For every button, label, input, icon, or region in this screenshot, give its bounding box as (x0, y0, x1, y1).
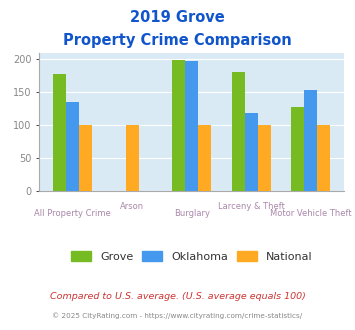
Bar (53, 74, 66, 191)
Bar (291, 107, 304, 191)
Text: Arson: Arson (120, 202, 144, 211)
Bar (317, 125, 331, 191)
Text: All Property Crime: All Property Crime (34, 209, 111, 217)
Bar (79, 125, 92, 191)
Text: Property Crime Comparison: Property Crime Comparison (63, 33, 292, 48)
Bar (231, 72, 245, 191)
Bar (258, 125, 271, 191)
Bar (245, 113, 258, 191)
Bar (126, 125, 139, 191)
Bar (304, 90, 317, 191)
Bar (198, 125, 211, 191)
Text: Larceny & Theft: Larceny & Theft (218, 202, 285, 211)
Legend: Grove, Oklahoma, National: Grove, Oklahoma, National (67, 247, 317, 266)
Bar (66, 102, 79, 191)
Text: Compared to U.S. average. (U.S. average equals 100): Compared to U.S. average. (U.S. average … (50, 292, 305, 301)
Text: © 2025 CityRating.com - https://www.cityrating.com/crime-statistics/: © 2025 CityRating.com - https://www.city… (53, 312, 302, 318)
Text: Burglary: Burglary (174, 209, 210, 217)
Text: Motor Vehicle Theft: Motor Vehicle Theft (270, 209, 352, 217)
Bar (185, 61, 198, 191)
Text: 2019 Grove: 2019 Grove (130, 10, 225, 25)
Bar (172, 60, 185, 191)
